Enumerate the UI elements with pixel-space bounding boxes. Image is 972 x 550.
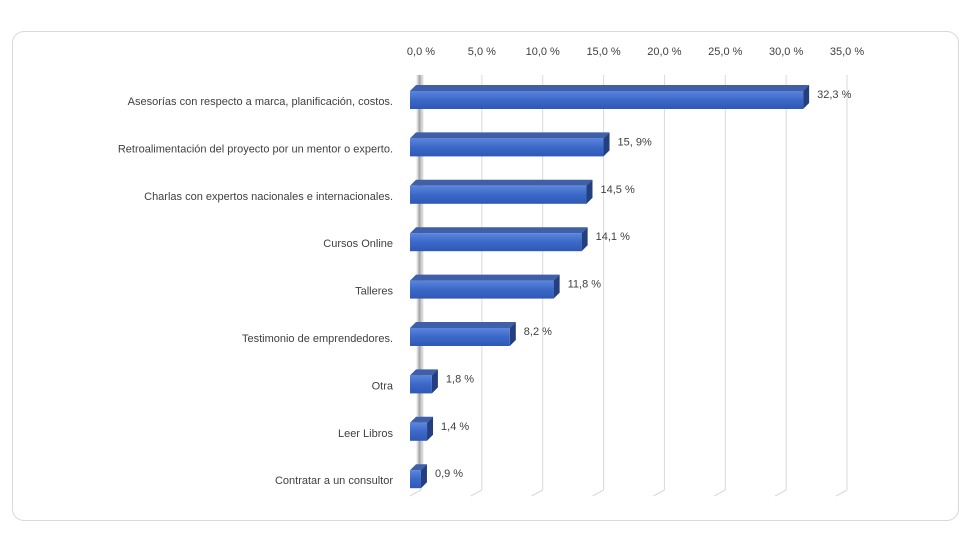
bar-group: 1,4 % Leer Libros	[338, 416, 469, 441]
bar-group: 8,2 % Testimonio de emprendedores.	[242, 322, 552, 346]
data-label: 8,2 %	[524, 326, 552, 338]
x-tick-label: 30,0 %	[769, 46, 803, 58]
data-label: 14,1 %	[596, 231, 630, 243]
bar-side	[553, 274, 560, 299]
x-tick-label: 25,0 %	[708, 46, 742, 58]
bar-top	[410, 369, 438, 376]
bar-top	[410, 416, 434, 423]
bar	[410, 470, 421, 489]
data-label: 1,4 %	[441, 421, 469, 433]
floor-line	[470, 489, 483, 497]
bar-top	[410, 464, 427, 471]
floor-line	[531, 489, 543, 497]
category-label: Leer Libros	[338, 428, 394, 440]
bar-group: 14,5 % Charlas con expertos nacionales e …	[144, 179, 635, 204]
bar-side	[427, 416, 434, 441]
category-label: Testimonio de emprendedores.	[242, 333, 393, 345]
category-label: Charlas con expertos nacionales e intern…	[144, 191, 393, 203]
bar-side	[803, 85, 810, 109]
floor-line	[592, 489, 604, 497]
category-label: Contratar a un consultor	[275, 475, 393, 487]
floor-line	[714, 489, 726, 497]
floor-line	[653, 489, 665, 497]
bar-side	[581, 227, 588, 252]
bar-top	[410, 322, 516, 328]
bar-top	[410, 85, 810, 91]
bar-side	[431, 369, 438, 394]
bar-top	[410, 179, 593, 186]
category-label: Asesorías con respecto a marca, planific…	[128, 96, 393, 108]
floor-line	[774, 489, 787, 497]
bar-group: 14,1 % Cursos Online	[323, 227, 630, 252]
x-tick-label: 20,0 %	[647, 46, 681, 58]
category-label: Talleres	[355, 286, 393, 298]
floor-line	[409, 489, 422, 497]
bar-side	[603, 132, 610, 157]
bar-top	[410, 274, 560, 281]
bar	[410, 138, 604, 157]
bar	[410, 233, 582, 252]
bar	[410, 375, 432, 394]
x-tick-label: 15,0 %	[586, 46, 620, 58]
data-label: 14,5 %	[600, 184, 634, 196]
category-label: Cursos Online	[323, 238, 393, 250]
bar	[410, 91, 804, 109]
x-tick-label: 5,0 %	[468, 46, 496, 58]
data-label: 1,8 %	[446, 373, 474, 385]
bar	[410, 328, 510, 346]
bar-side	[509, 322, 516, 346]
bar	[410, 185, 587, 204]
category-label: Otra	[372, 380, 394, 392]
bar-group: 1,8 % Otra	[372, 369, 474, 394]
bar-top	[410, 227, 588, 234]
data-label: 32,3 %	[817, 89, 851, 101]
bar-side	[420, 464, 427, 489]
bar-group: 32,3 % Asesorías con respecto a marca, pl…	[128, 85, 852, 109]
bar-top	[410, 132, 610, 139]
x-tick-label: 35,0 %	[830, 46, 864, 58]
data-label: 0,9 %	[435, 468, 463, 480]
bar-side	[586, 179, 593, 204]
category-label: Retroalimentación del proyecto por un me…	[118, 143, 393, 155]
x-tick-label: 10,0 %	[526, 46, 560, 58]
bar-group: 11,8 % Talleres	[355, 274, 602, 299]
bar	[410, 422, 428, 441]
x-tick-label: 0,0 %	[407, 46, 435, 58]
data-label: 11,8 %	[568, 279, 602, 291]
bar-group: 0,9 % Contratar a un consultor	[275, 464, 463, 489]
data-label: 15, 9%	[618, 136, 652, 148]
bar	[410, 280, 554, 299]
bar-group: 15, 9% Retroalimentación del proyecto por…	[118, 132, 652, 157]
floor-line	[835, 489, 848, 497]
